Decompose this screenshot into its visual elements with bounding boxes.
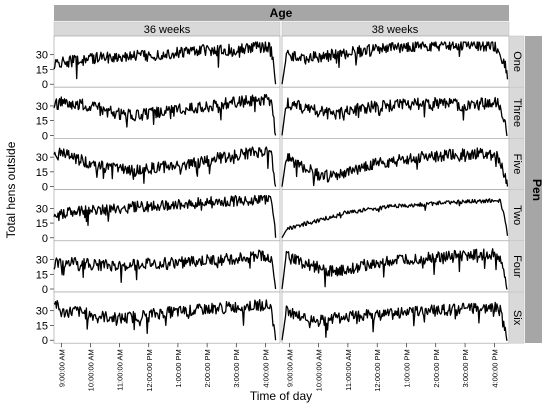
y-tick-label: 15: [36, 269, 48, 281]
y-tick-label: 15: [36, 218, 48, 230]
y-tick-label: 0: [42, 335, 48, 347]
x-tick-label: 2:00:00 PM: [432, 349, 441, 387]
y-tick-label: 0: [42, 79, 48, 91]
x-tick-label: 9:00:00 AM: [285, 349, 294, 387]
panel-frame: [53, 138, 281, 190]
x-tick-label: 12:00:00 PM: [145, 349, 154, 392]
panel-frame: [53, 35, 281, 88]
x-tick-label: 4:00:00 PM: [261, 349, 270, 387]
pen-facet-header: [525, 36, 542, 343]
y-tick-label: 30: [36, 152, 48, 164]
y-tick-label: 30: [36, 101, 48, 113]
series-line-36-weeks-five: [53, 146, 277, 187]
panel-frame: [281, 291, 510, 344]
row-labels-layer: One Three Five Two Four Six: [508, 35, 525, 344]
pen-facet-title: Pen: [530, 179, 544, 201]
series-line-38-weeks-two: [281, 198, 509, 239]
x-tick-label: 10:00:00 AM: [86, 349, 95, 391]
x-tick-label: 2:00:00 PM: [203, 349, 212, 387]
series-line-38-weeks-three: [281, 96, 508, 137]
series-line-36-weeks-three: [53, 93, 277, 136]
row-label-three: Three: [511, 98, 523, 127]
y-tick-label: 30: [36, 50, 48, 62]
x-tick-label: 12:00:00 PM: [373, 349, 382, 392]
x-axis-title: Time of day: [250, 389, 312, 403]
series-line-36-weeks-two: [53, 194, 277, 238]
y-axis-title: Total hens outside: [4, 141, 18, 238]
series-line-38-weeks-one: [281, 41, 509, 85]
y-tick-label: 0: [42, 284, 48, 296]
y-tick-label: 15: [36, 320, 48, 332]
row-label-two: Two: [511, 205, 523, 225]
x-ticks-layer: 9:00:00 AM 10:00:00 AM 11:00:00 AM 12:00:00…: [57, 343, 499, 392]
age-facet-header: [54, 5, 509, 21]
row-label-four: Four: [511, 255, 523, 278]
y-tick-label: 0: [42, 182, 48, 194]
column-label-36-weeks: 36 weeks: [144, 24, 191, 36]
series-line-38-weeks-five: [281, 147, 509, 187]
y-tick-label: 30: [36, 306, 48, 318]
x-tick-label: 11:00:00 AM: [344, 349, 353, 391]
column-label-38-weeks: 38 weeks: [372, 24, 419, 36]
series-line-36-weeks-one: [53, 41, 277, 85]
panel-frame: [53, 86, 281, 139]
y-tick-label: 30: [36, 203, 48, 215]
x-tick-label: 4:00:00 PM: [490, 349, 499, 387]
series-line-36-weeks-six: [53, 299, 277, 341]
y-tick-label: 15: [36, 167, 48, 179]
row-label-one: One: [511, 51, 523, 72]
panel-frame: [53, 189, 281, 242]
x-tick-label: 1:00:00 PM: [402, 349, 411, 387]
x-tick-label: 10:00:00 AM: [315, 349, 324, 391]
row-label-five: Five: [511, 154, 523, 175]
panels-layer: 0 15 30 0 15 30 0 15 30 0 15 30 0 15 30 0 15 30: [36, 35, 510, 347]
panel-frame: [281, 189, 510, 242]
y-tick-label: 15: [36, 64, 48, 76]
y-tick-label: 0: [42, 130, 48, 142]
x-tick-label: 1:00:00 PM: [174, 349, 183, 387]
x-tick-label: 11:00:00 AM: [116, 349, 125, 391]
x-tick-label: 3:00:00 PM: [232, 349, 241, 387]
x-tick-label: 3:00:00 PM: [461, 349, 470, 387]
series-line-38-weeks-four: [281, 248, 508, 290]
y-tick-label: 15: [36, 116, 48, 128]
row-label-six: Six: [511, 310, 523, 326]
x-tick-label: 9:00:00 AM: [57, 349, 66, 387]
age-facet-title: Age: [270, 6, 293, 20]
y-tick-label: 0: [42, 233, 48, 245]
y-tick-label: 30: [36, 255, 48, 267]
row-header-six: [508, 291, 525, 344]
series-line-36-weeks-four: [53, 249, 277, 290]
series-line-38-weeks-six: [281, 301, 508, 341]
panel-frame: [53, 240, 281, 293]
